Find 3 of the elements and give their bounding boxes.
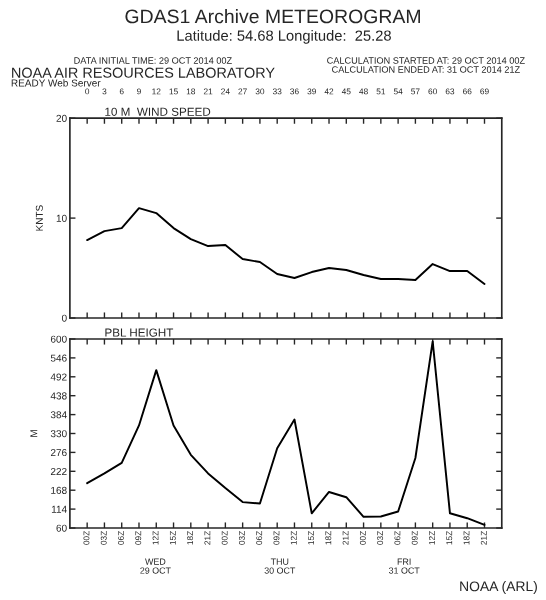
text: GDAS1 Archive METEOROGRAM (125, 9, 420, 24)
line-series (86, 207, 486, 285)
line-series (86, 340, 486, 526)
